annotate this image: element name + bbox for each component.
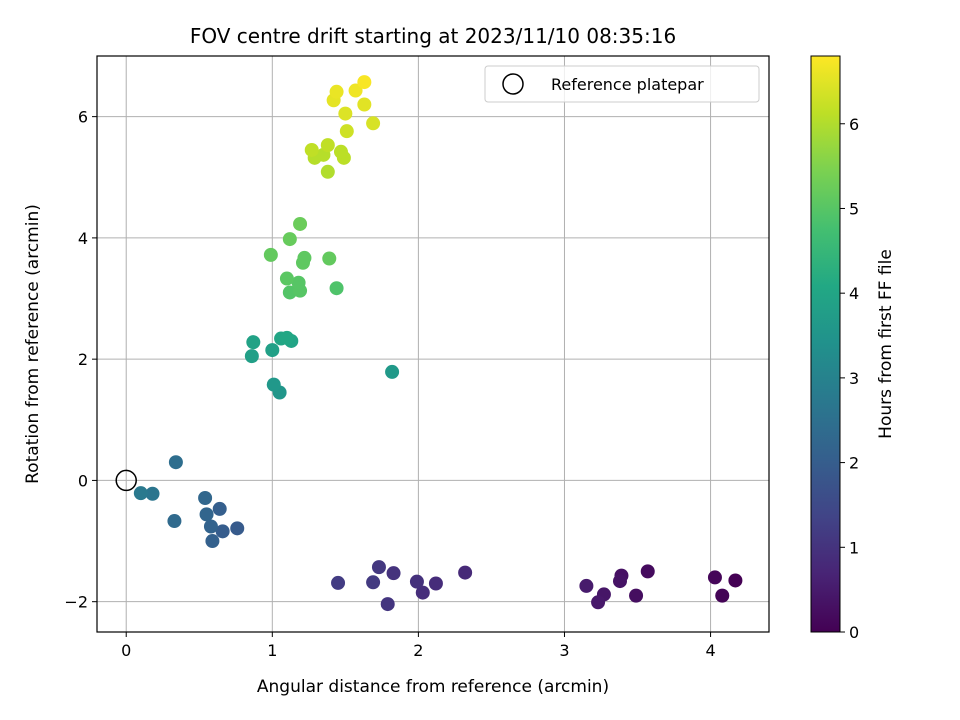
chart-title: FOV centre drift starting at 2023/11/10 … xyxy=(190,24,676,48)
data-point-28 xyxy=(145,486,160,501)
data-point-57 xyxy=(339,124,354,139)
x-axis-ticks: 0 1 2 3 4 xyxy=(121,632,716,660)
data-point-16 xyxy=(371,560,386,575)
data-point-2 xyxy=(707,570,722,585)
data-point-9 xyxy=(579,578,594,593)
colorbar-tick-label-2: 2 xyxy=(849,454,859,473)
colorbar: 0 1 2 3 4 5 6 Hours from first FF file xyxy=(810,55,896,642)
y-tick-label-2: 2 xyxy=(78,350,88,369)
data-point-47 xyxy=(263,247,278,262)
data-point-39 xyxy=(329,281,344,296)
colorbar-ticks: 0 1 2 3 4 5 6 xyxy=(840,115,859,642)
colorbar-tick-label-0: 0 xyxy=(849,623,859,642)
legend: Reference platepar xyxy=(484,65,760,103)
data-point-33 xyxy=(244,349,259,364)
data-point-0 xyxy=(728,573,743,588)
data-point-17 xyxy=(366,575,381,590)
data-point-19 xyxy=(230,521,245,536)
data-point-25 xyxy=(198,491,213,506)
data-point-63 xyxy=(348,83,363,98)
y-axis-ticks: −2 0 2 4 6 xyxy=(64,108,97,612)
data-point-62 xyxy=(329,84,344,99)
x-tick-label-3: 3 xyxy=(559,641,569,660)
data-point-18 xyxy=(331,575,346,590)
data-point-11 xyxy=(428,576,443,591)
data-point-26 xyxy=(167,514,182,529)
data-point-12 xyxy=(415,585,430,600)
data-point-8 xyxy=(591,595,606,610)
data-point-15 xyxy=(380,597,395,612)
data-point-20 xyxy=(215,524,230,539)
x-tick-label-1: 1 xyxy=(267,641,277,660)
x-axis-label: Angular distance from reference (arcmin) xyxy=(257,677,609,697)
colorbar-tick-label-4: 4 xyxy=(849,284,859,303)
data-point-38 xyxy=(279,330,294,345)
colorbar-tick-label-1: 1 xyxy=(849,538,859,557)
data-point-43 xyxy=(279,271,294,286)
data-point-55 xyxy=(304,142,319,157)
data-point-10 xyxy=(458,565,473,580)
plot-frame xyxy=(96,55,770,633)
reference-platepar-marker xyxy=(115,469,137,492)
colorbar-gradient xyxy=(810,55,841,633)
data-point-35 xyxy=(246,335,261,350)
data-point-56 xyxy=(320,138,335,153)
colorbar-tick-label-3: 3 xyxy=(849,369,859,388)
data-point-21 xyxy=(212,501,227,516)
grid-lines xyxy=(97,56,769,632)
data-point-59 xyxy=(338,106,353,121)
data-point-22 xyxy=(205,534,220,549)
data-point-58 xyxy=(366,116,381,131)
data-point-32 xyxy=(385,364,400,379)
data-point-45 xyxy=(297,250,312,265)
legend-reference-marker xyxy=(502,73,524,95)
data-point-31 xyxy=(266,377,281,392)
legend-label: Reference platepar xyxy=(551,75,704,94)
x-tick-label-0: 0 xyxy=(121,641,131,660)
data-point-23 xyxy=(203,519,218,534)
data-point-1 xyxy=(715,588,730,603)
data-point-6 xyxy=(612,574,627,589)
legend-box xyxy=(484,65,760,103)
data-point-49 xyxy=(293,216,308,231)
data-point-4 xyxy=(629,588,644,603)
data-point-27 xyxy=(168,455,183,470)
y-tick-label-1: 0 xyxy=(78,471,88,490)
data-point-54 xyxy=(333,144,348,159)
data-point-60 xyxy=(357,97,372,112)
scatter-points xyxy=(133,75,743,612)
data-point-64 xyxy=(357,75,372,90)
colorbar-tick-label-6: 6 xyxy=(849,115,859,134)
colorbar-tick-label-5: 5 xyxy=(849,199,859,218)
data-point-50 xyxy=(320,164,335,179)
data-point-24 xyxy=(199,507,214,522)
data-point-48 xyxy=(282,232,297,247)
data-point-13 xyxy=(409,574,424,589)
y-tick-label-0: −2 xyxy=(64,593,88,612)
data-point-3 xyxy=(640,564,655,579)
data-point-42 xyxy=(291,275,306,290)
data-point-46 xyxy=(322,251,337,266)
data-point-34 xyxy=(265,343,280,358)
reference-marker-layer xyxy=(115,469,137,492)
data-point-14 xyxy=(386,566,401,581)
colorbar-label: Hours from first FF file xyxy=(876,249,896,439)
x-tick-label-4: 4 xyxy=(705,641,715,660)
y-axis-label: Rotation from reference (arcmin) xyxy=(23,204,43,484)
x-tick-label-2: 2 xyxy=(413,641,423,660)
y-tick-label-3: 4 xyxy=(78,229,88,248)
data-point-29 xyxy=(133,486,148,501)
y-tick-label-4: 6 xyxy=(78,108,88,127)
